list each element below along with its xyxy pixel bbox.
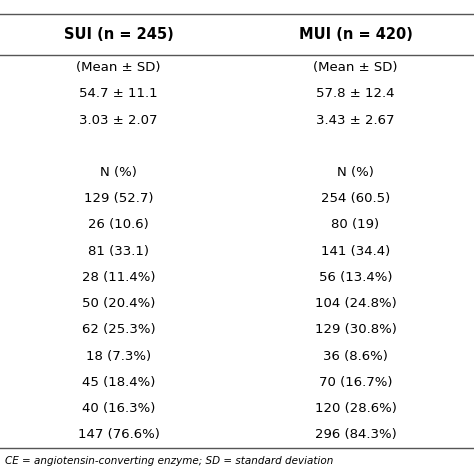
Text: 56 (13.4%): 56 (13.4%) <box>319 271 392 284</box>
Text: 28 (11.4%): 28 (11.4%) <box>82 271 155 284</box>
Text: N (%): N (%) <box>337 166 374 179</box>
Text: CE = angiotensin-converting enzyme; SD = standard deviation: CE = angiotensin-converting enzyme; SD =… <box>5 456 333 466</box>
Text: 40 (16.3%): 40 (16.3%) <box>82 402 155 415</box>
Text: 18 (7.3%): 18 (7.3%) <box>86 350 151 363</box>
Text: 36 (8.6%): 36 (8.6%) <box>323 350 388 363</box>
Text: 3.03 ± 2.07: 3.03 ± 2.07 <box>79 114 158 127</box>
Text: N (%): N (%) <box>100 166 137 179</box>
Text: 3.43 ± 2.67: 3.43 ± 2.67 <box>316 114 395 127</box>
Text: 45 (18.4%): 45 (18.4%) <box>82 376 155 389</box>
Text: 81 (33.1): 81 (33.1) <box>88 245 149 258</box>
Text: 62 (25.3%): 62 (25.3%) <box>82 323 155 337</box>
Text: 147 (76.6%): 147 (76.6%) <box>78 428 159 441</box>
Text: 57.8 ± 12.4: 57.8 ± 12.4 <box>316 87 395 100</box>
Text: 120 (28.6%): 120 (28.6%) <box>315 402 396 415</box>
Text: 70 (16.7%): 70 (16.7%) <box>319 376 392 389</box>
Text: MUI (n = 420): MUI (n = 420) <box>299 27 412 42</box>
Text: (Mean ± SD): (Mean ± SD) <box>313 61 398 74</box>
Text: 129 (30.8%): 129 (30.8%) <box>315 323 396 337</box>
Text: (Mean ± SD): (Mean ± SD) <box>76 61 161 74</box>
Text: 26 (10.6): 26 (10.6) <box>88 219 149 231</box>
Text: 296 (84.3%): 296 (84.3%) <box>315 428 396 441</box>
Text: 104 (24.8%): 104 (24.8%) <box>315 297 396 310</box>
Text: 141 (34.4): 141 (34.4) <box>321 245 390 258</box>
Text: 129 (52.7): 129 (52.7) <box>84 192 153 205</box>
Text: 50 (20.4%): 50 (20.4%) <box>82 297 155 310</box>
Text: 254 (60.5): 254 (60.5) <box>321 192 390 205</box>
Text: 54.7 ± 11.1: 54.7 ± 11.1 <box>79 87 158 100</box>
Text: 80 (19): 80 (19) <box>331 219 380 231</box>
Text: SUI (n = 245): SUI (n = 245) <box>64 27 173 42</box>
